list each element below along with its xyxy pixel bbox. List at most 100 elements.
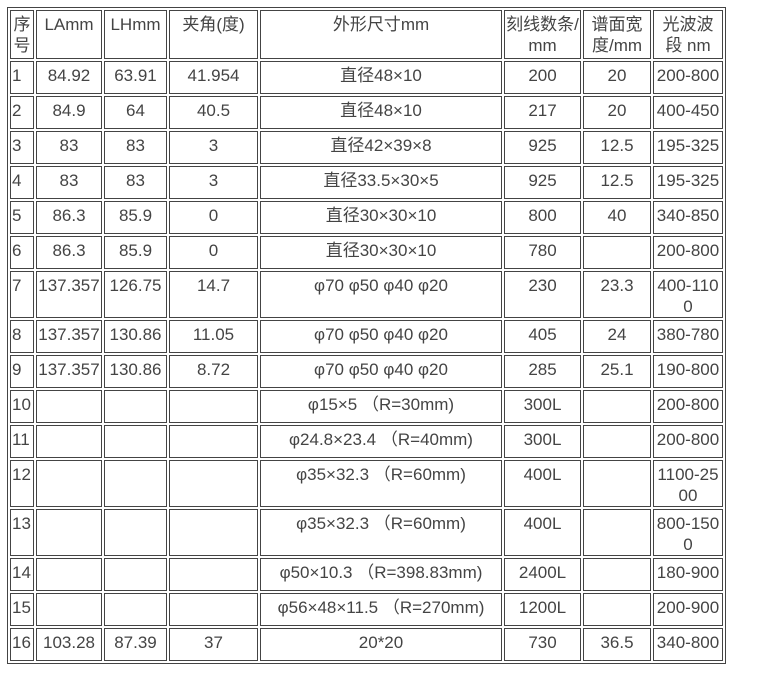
- cell-wavelength-range: 200-900: [653, 593, 723, 626]
- cell-dimensions: 20*20: [260, 628, 502, 661]
- cell-angle: 41.954: [169, 61, 258, 94]
- cell-groove-density: 400L: [504, 509, 581, 556]
- cell-angle: 3: [169, 131, 258, 164]
- cell-wavelength-range: 340-800: [653, 628, 723, 661]
- cell-spectral-width: [583, 425, 651, 458]
- cell-lh-mm: 87.39: [104, 628, 167, 661]
- cell-dimensions: 直径48×10: [260, 61, 502, 94]
- cell-angle: 40.5: [169, 96, 258, 129]
- cell-index: 1: [10, 61, 34, 94]
- table-row: 5 86.3 85.9 0 直径30×30×10 800 40 340-850: [10, 201, 723, 234]
- cell-angle: [169, 558, 258, 591]
- table-row: 16 103.28 87.39 37 20*20 730 36.5 340-800: [10, 628, 723, 661]
- cell-lh-mm: [104, 509, 167, 556]
- cell-wavelength-range: 380-780: [653, 320, 723, 353]
- cell-spectral-width: 12.5: [583, 166, 651, 199]
- cell-la-mm: 83: [36, 166, 102, 199]
- cell-la-mm: [36, 390, 102, 423]
- cell-index: 3: [10, 131, 34, 164]
- cell-groove-density: 300L: [504, 425, 581, 458]
- cell-spectral-width: [583, 593, 651, 626]
- cell-la-mm: [36, 558, 102, 591]
- cell-spectral-width: [583, 509, 651, 556]
- cell-lh-mm: 85.9: [104, 201, 167, 234]
- header-dimensions: 外形尺寸mm: [260, 10, 502, 59]
- table-row: 8 137.357 130.86 11.05 φ70 φ50 φ40 φ20 405 24 3…: [10, 320, 723, 353]
- cell-la-mm: 103.28: [36, 628, 102, 661]
- cell-wavelength-range: 200-800: [653, 236, 723, 269]
- cell-dimensions: 直径33.5×30×5: [260, 166, 502, 199]
- cell-la-mm: [36, 460, 102, 507]
- cell-wavelength-range: 800-1500: [653, 509, 723, 556]
- cell-index: 10: [10, 390, 34, 423]
- cell-angle: 0: [169, 236, 258, 269]
- cell-index: 13: [10, 509, 34, 556]
- header-lh-mm: LHmm: [104, 10, 167, 59]
- cell-groove-density: 925: [504, 131, 581, 164]
- cell-wavelength-range: 200-800: [653, 61, 723, 94]
- grating-spec-table: 序号 LAmm LHmm 夹角(度) 外形尺寸mm 刻线数条/mm 谱面宽度/mm 光波波段 …: [7, 7, 726, 664]
- header-index: 序号: [10, 10, 34, 59]
- table-row: 14 φ50×10.3 （R=398.83mm) 2400L 180-900: [10, 558, 723, 591]
- table-row: 6 86.3 85.9 0 直径30×30×10 780 200-800: [10, 236, 723, 269]
- cell-groove-density: 400L: [504, 460, 581, 507]
- cell-lh-mm: 83: [104, 131, 167, 164]
- table-row: 9 137.357 130.86 8.72 φ70 φ50 φ40 φ20 285 25.1…: [10, 355, 723, 388]
- cell-angle: 37: [169, 628, 258, 661]
- header-wavelength-range: 光波波段 nm: [653, 10, 723, 59]
- cell-lh-mm: [104, 593, 167, 626]
- cell-wavelength-range: 400-450: [653, 96, 723, 129]
- cell-groove-density: 300L: [504, 390, 581, 423]
- cell-angle: [169, 425, 258, 458]
- cell-groove-density: 405: [504, 320, 581, 353]
- cell-lh-mm: 83: [104, 166, 167, 199]
- cell-dimensions: 直径30×30×10: [260, 201, 502, 234]
- cell-index: 15: [10, 593, 34, 626]
- cell-lh-mm: [104, 558, 167, 591]
- cell-la-mm: 137.357: [36, 271, 102, 318]
- cell-spectral-width: [583, 558, 651, 591]
- cell-la-mm: 86.3: [36, 236, 102, 269]
- cell-wavelength-range: 190-800: [653, 355, 723, 388]
- cell-index: 16: [10, 628, 34, 661]
- header-la-mm: LAmm: [36, 10, 102, 59]
- cell-angle: 0: [169, 201, 258, 234]
- cell-la-mm: 83: [36, 131, 102, 164]
- cell-lh-mm: [104, 425, 167, 458]
- table-row: 12 φ35×32.3 （R=60mm) 400L 1100-2500: [10, 460, 723, 507]
- cell-la-mm: 84.92: [36, 61, 102, 94]
- cell-la-mm: 137.357: [36, 355, 102, 388]
- cell-dimensions: φ70 φ50 φ40 φ20: [260, 271, 502, 318]
- cell-wavelength-range: 200-800: [653, 425, 723, 458]
- cell-lh-mm: 130.86: [104, 355, 167, 388]
- cell-groove-density: 200: [504, 61, 581, 94]
- cell-lh-mm: 85.9: [104, 236, 167, 269]
- cell-wavelength-range: 195-325: [653, 131, 723, 164]
- cell-index: 14: [10, 558, 34, 591]
- cell-index: 6: [10, 236, 34, 269]
- cell-lh-mm: 63.91: [104, 61, 167, 94]
- cell-spectral-width: 25.1: [583, 355, 651, 388]
- table-row: 10 φ15×5 （R=30mm) 300L 200-800: [10, 390, 723, 423]
- cell-la-mm: [36, 425, 102, 458]
- header-groove-density: 刻线数条/mm: [504, 10, 581, 59]
- cell-angle: 14.7: [169, 271, 258, 318]
- cell-angle: 3: [169, 166, 258, 199]
- table-row: 1 84.92 63.91 41.954 直径48×10 200 20 200-800: [10, 61, 723, 94]
- cell-index: 7: [10, 271, 34, 318]
- header-angle: 夹角(度): [169, 10, 258, 59]
- cell-index: 2: [10, 96, 34, 129]
- cell-wavelength-range: 195-325: [653, 166, 723, 199]
- cell-spectral-width: 23.3: [583, 271, 651, 318]
- cell-la-mm: [36, 593, 102, 626]
- cell-groove-density: 925: [504, 166, 581, 199]
- cell-spectral-width: 12.5: [583, 131, 651, 164]
- cell-wavelength-range: 180-900: [653, 558, 723, 591]
- cell-spectral-width: 20: [583, 61, 651, 94]
- cell-spectral-width: 36.5: [583, 628, 651, 661]
- cell-lh-mm: 64: [104, 96, 167, 129]
- cell-groove-density: 730: [504, 628, 581, 661]
- cell-dimensions: φ70 φ50 φ40 φ20: [260, 355, 502, 388]
- header-spectral-width: 谱面宽度/mm: [583, 10, 651, 59]
- cell-wavelength-range: 400-1100: [653, 271, 723, 318]
